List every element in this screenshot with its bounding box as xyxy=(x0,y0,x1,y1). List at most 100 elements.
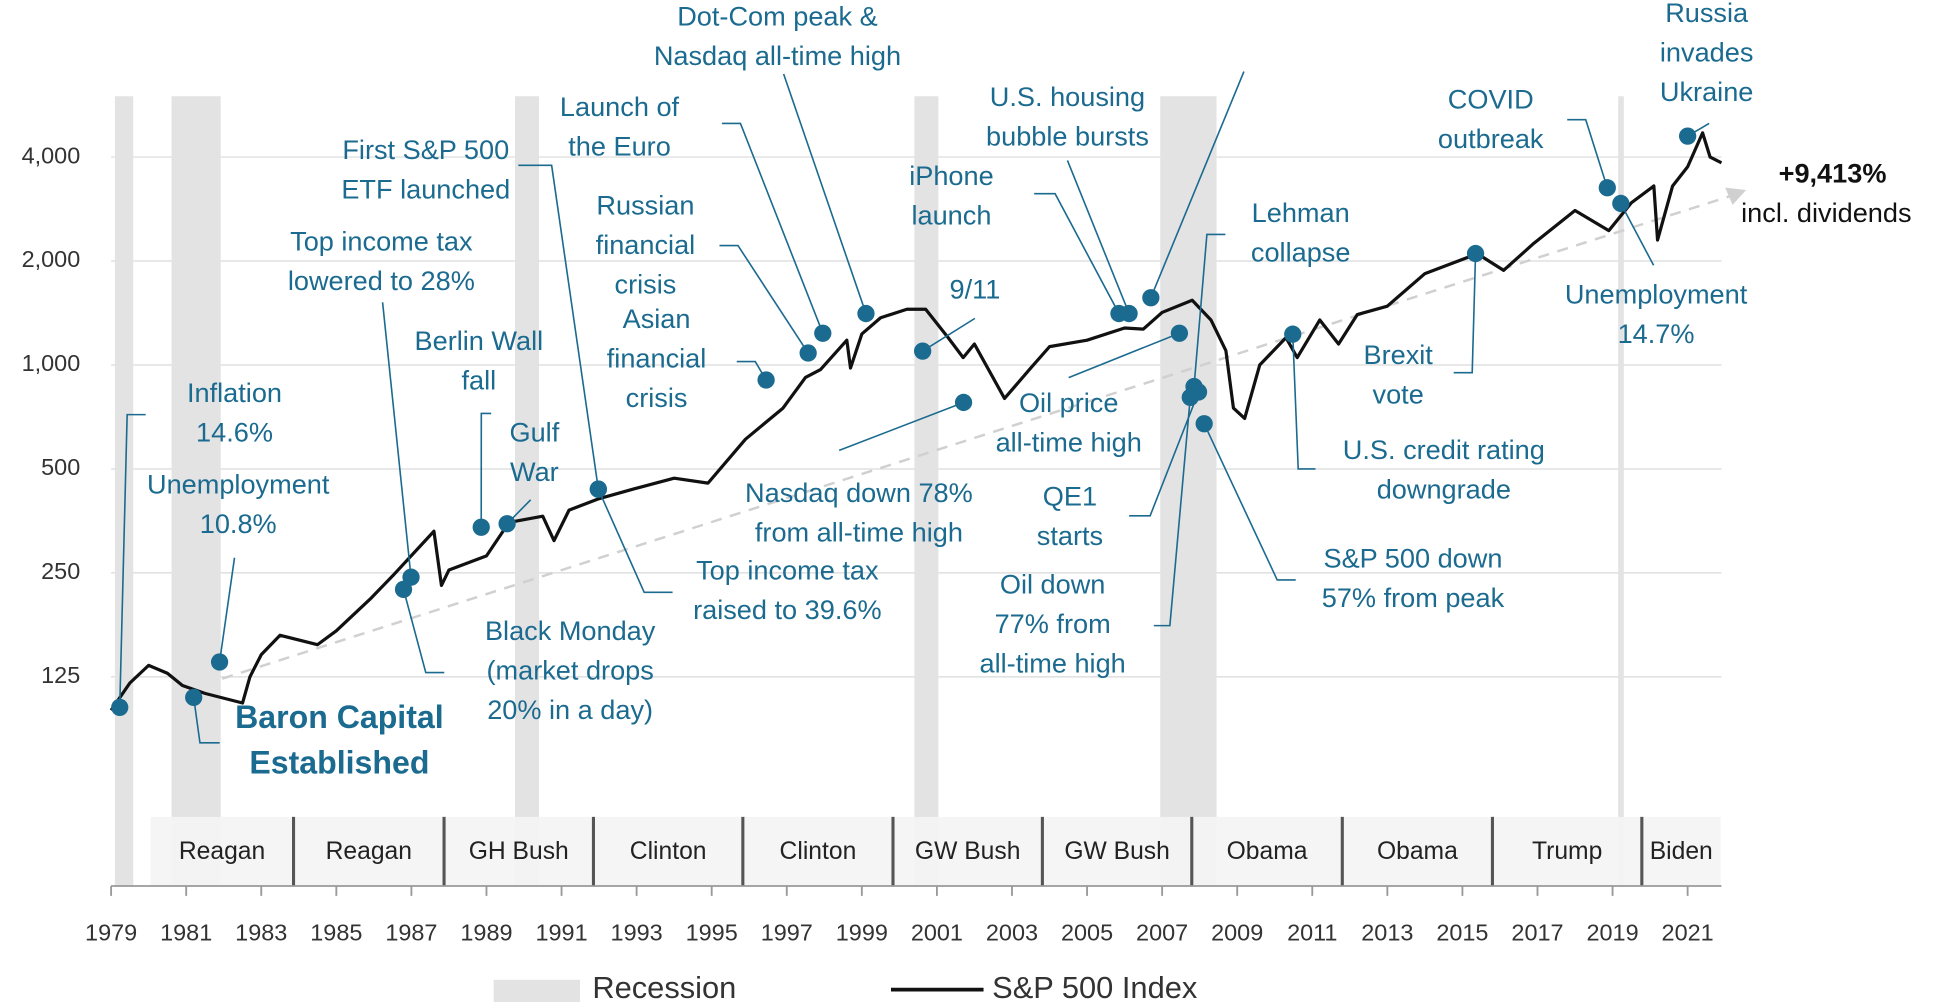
annotation-text: downgrade xyxy=(1377,473,1511,504)
annotation-text: Brexit xyxy=(1363,339,1433,370)
annotation-text: S&P 500 down xyxy=(1323,542,1502,573)
event-dot xyxy=(799,344,817,362)
annotation-text: U.S. housing xyxy=(990,81,1145,112)
event-dot xyxy=(1170,324,1189,342)
event-dot xyxy=(472,518,490,536)
annotation-connector xyxy=(721,122,824,334)
annotation-text: 57% from peak xyxy=(1322,582,1505,613)
annotation-text: 20% in a day) xyxy=(487,694,653,725)
x-tick-label: 1987 xyxy=(385,919,437,945)
y-tick-label: 2,000 xyxy=(22,246,81,272)
annotation-text: crisis xyxy=(615,268,677,299)
annotation-text: Gulf xyxy=(509,417,559,448)
president-label: GW Bush xyxy=(1064,838,1170,865)
annotation-connector xyxy=(218,557,236,663)
event-dot xyxy=(589,480,607,498)
x-tick-label: 1983 xyxy=(235,919,287,945)
president-label: GH Bush xyxy=(469,838,569,865)
annotation-text: bubble bursts xyxy=(986,120,1149,151)
legend-label: Recession xyxy=(592,970,736,1002)
annotation-text: Lehman xyxy=(1252,197,1350,228)
president-label: GW Bush xyxy=(915,838,1021,865)
annotation-connector xyxy=(480,412,492,528)
annotation-text: QE1 xyxy=(1043,481,1097,512)
annotation-text: financial xyxy=(607,342,707,373)
president-label: Biden xyxy=(1650,838,1713,865)
president-label: Reagan xyxy=(179,838,265,865)
y-tick-label: 250 xyxy=(41,558,80,584)
annotation-connector xyxy=(1453,253,1477,374)
event-dot xyxy=(394,580,413,599)
annotation-text: (market drops xyxy=(486,655,653,686)
annotation-text: Oil down xyxy=(1000,568,1106,599)
x-tick-label: 1993 xyxy=(611,919,663,945)
x-tick-label: 2011 xyxy=(1287,919,1337,945)
annotation-text: Asian xyxy=(623,303,691,334)
annotation-connector xyxy=(838,401,964,452)
annotation-text: Unemployment xyxy=(147,468,330,499)
annotation-text: Black Monday xyxy=(485,615,656,646)
x-tick-label: 2003 xyxy=(986,919,1038,945)
event-dot xyxy=(857,304,875,323)
annotation-text: War xyxy=(510,456,559,487)
annotation-text: raised to 39.6% xyxy=(693,594,881,625)
legend-swatch-recession xyxy=(493,979,581,1002)
recession-band xyxy=(171,96,221,887)
recession-band xyxy=(914,96,939,887)
recession-band xyxy=(515,96,540,887)
annotation-text: Established xyxy=(249,745,429,781)
recession-band xyxy=(1160,96,1217,887)
recession-band xyxy=(114,96,134,887)
annotation-connector xyxy=(782,73,867,314)
president-label: Clinton xyxy=(630,838,707,865)
event-dot xyxy=(914,342,932,360)
annotation-text: 14.6% xyxy=(196,417,273,448)
event-dot xyxy=(954,393,973,412)
event-dot xyxy=(1195,415,1213,433)
annotation-text: Inflation xyxy=(187,377,282,408)
event-dot xyxy=(814,324,832,342)
x-tick-label: 2019 xyxy=(1586,919,1638,945)
trend-arrow xyxy=(221,193,1735,680)
event-dot xyxy=(1598,179,1616,197)
annotation-text: from all-time high xyxy=(755,516,963,547)
annotation-connector xyxy=(1203,423,1296,581)
annotation-text: Unemployment xyxy=(1565,278,1748,309)
president-label: Obama xyxy=(1227,838,1308,865)
x-tick-label: 2001 xyxy=(911,919,963,945)
annotation-connector xyxy=(719,244,809,354)
annotation-connector xyxy=(1129,391,1200,517)
y-tick-label: 500 xyxy=(41,454,80,480)
annotation-text: Dot-Com peak & xyxy=(677,1,877,32)
annotation-text: Launch of xyxy=(560,91,680,122)
president-label: Obama xyxy=(1377,838,1458,865)
annotation-text: the Euro xyxy=(568,130,671,161)
annotation-text: Top income tax xyxy=(696,555,879,586)
y-tick-label: 4,000 xyxy=(22,142,81,168)
annotation-text: all-time high xyxy=(980,647,1126,678)
annotation-text: Berlin Wall xyxy=(415,325,544,356)
president-band xyxy=(150,816,1721,887)
event-dot xyxy=(1120,304,1138,323)
president-label: Clinton xyxy=(780,838,857,865)
x-tick-label: 1991 xyxy=(535,919,587,945)
annotation-text: collapse xyxy=(1251,236,1351,267)
annotation-text: Nasdaq all-time high xyxy=(654,40,901,71)
annotation-text: Ukraine xyxy=(1660,76,1753,107)
annotation-connector xyxy=(518,164,600,490)
event-dot xyxy=(1678,127,1697,145)
x-tick-label: 1997 xyxy=(761,919,813,945)
annotation-text: 14.7% xyxy=(1618,318,1695,349)
event-dot xyxy=(111,698,129,717)
x-tick-label: 2021 xyxy=(1662,919,1714,945)
x-tick-label: 1999 xyxy=(836,919,888,945)
event-dot xyxy=(1612,194,1630,213)
annotation-text: Oil price xyxy=(1019,387,1118,418)
x-tick-label: 2009 xyxy=(1211,919,1263,945)
annotation-connector xyxy=(922,317,976,352)
event-dot xyxy=(210,653,229,671)
annotation-text: vote xyxy=(1373,378,1424,409)
total-return-note: incl. dividends xyxy=(1741,197,1911,228)
annotation-text: 9/11 xyxy=(950,273,1001,304)
annotation-connector xyxy=(1567,118,1609,189)
